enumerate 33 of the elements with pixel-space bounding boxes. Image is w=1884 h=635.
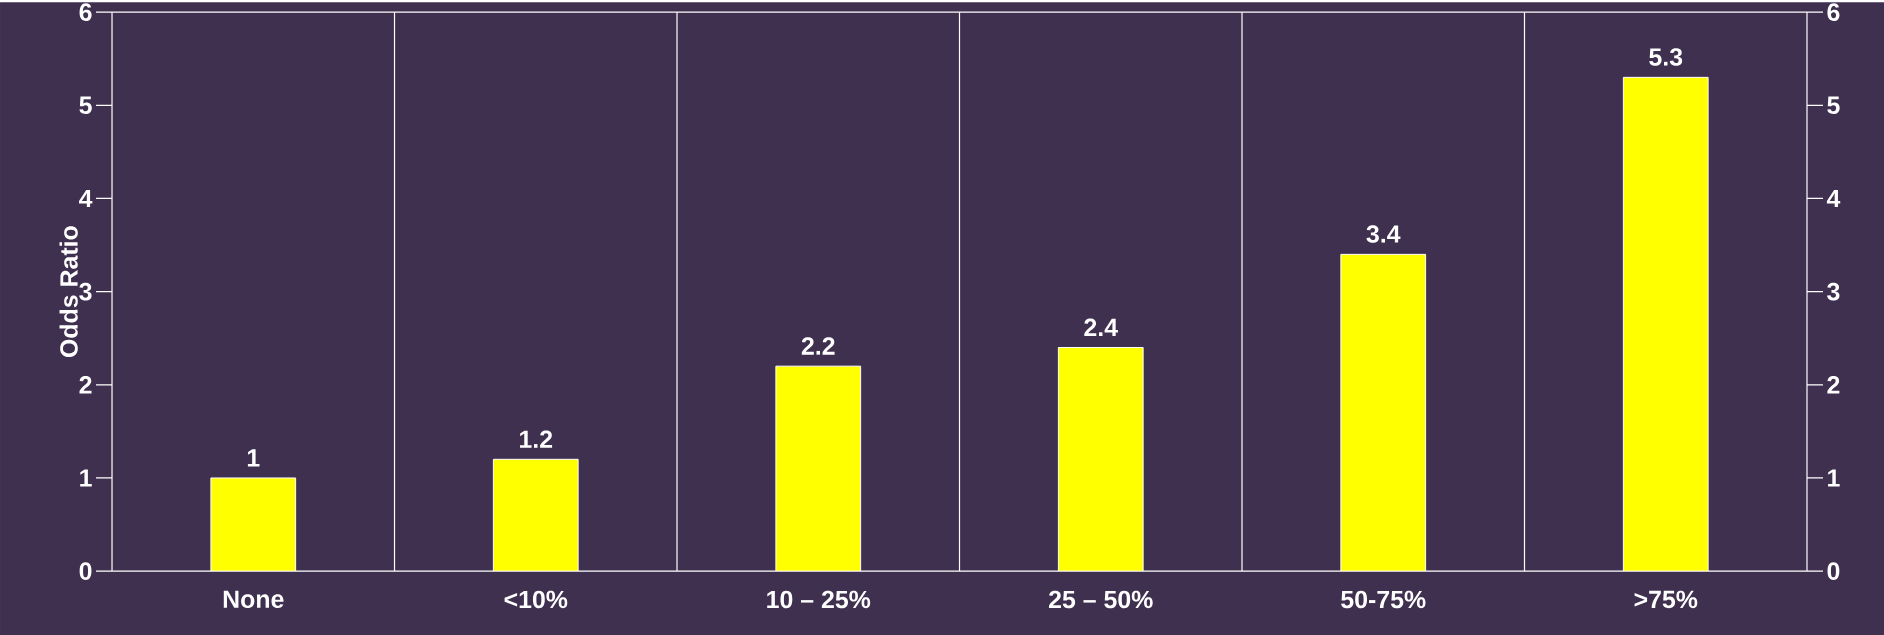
y-tick-label: 5 — [79, 96, 92, 114]
x-tick-label: 10 – 25% — [767, 590, 871, 609]
y2-tick-label: 5 — [1827, 96, 1840, 114]
y2-tick-label: 6 — [1827, 3, 1840, 21]
data-label: 5.3 — [1649, 48, 1683, 66]
x-tick-label: 50-75% — [1341, 590, 1426, 609]
y-tick-label: 2 — [79, 376, 92, 394]
y2-tick-label: 0 — [1827, 562, 1840, 580]
bar — [210, 477, 296, 572]
bar — [1058, 347, 1144, 572]
y2-tick-label: 2 — [1827, 376, 1840, 394]
x-tick-label: None — [223, 590, 284, 608]
bar — [1340, 254, 1426, 572]
bar — [493, 459, 579, 572]
data-label: 2.2 — [801, 337, 835, 355]
y-axis-title: Odds Ratio — [59, 226, 78, 357]
data-label: 1 — [247, 449, 260, 467]
data-label: 1.2 — [520, 430, 553, 448]
bar — [775, 366, 861, 572]
y2-tick-label: 1 — [1828, 469, 1840, 487]
y-tick-label: 3 — [79, 282, 92, 301]
bar — [1622, 76, 1709, 572]
y2-tick-label: 3 — [1827, 282, 1840, 301]
data-label: 2.4 — [1084, 318, 1118, 336]
y-tick-label: 0 — [79, 562, 92, 580]
x-tick-label: <10% — [504, 590, 568, 609]
data-label: 3.4 — [1366, 225, 1401, 243]
y-tick-label: 6 — [79, 3, 92, 21]
x-tick-label: >75% — [1634, 590, 1698, 609]
y2-tick-label: 4 — [1826, 189, 1841, 207]
y-tick-label: 4 — [79, 189, 93, 207]
x-tick-label: 25 – 50% — [1048, 590, 1153, 609]
y-tick-label: 1 — [80, 469, 92, 487]
